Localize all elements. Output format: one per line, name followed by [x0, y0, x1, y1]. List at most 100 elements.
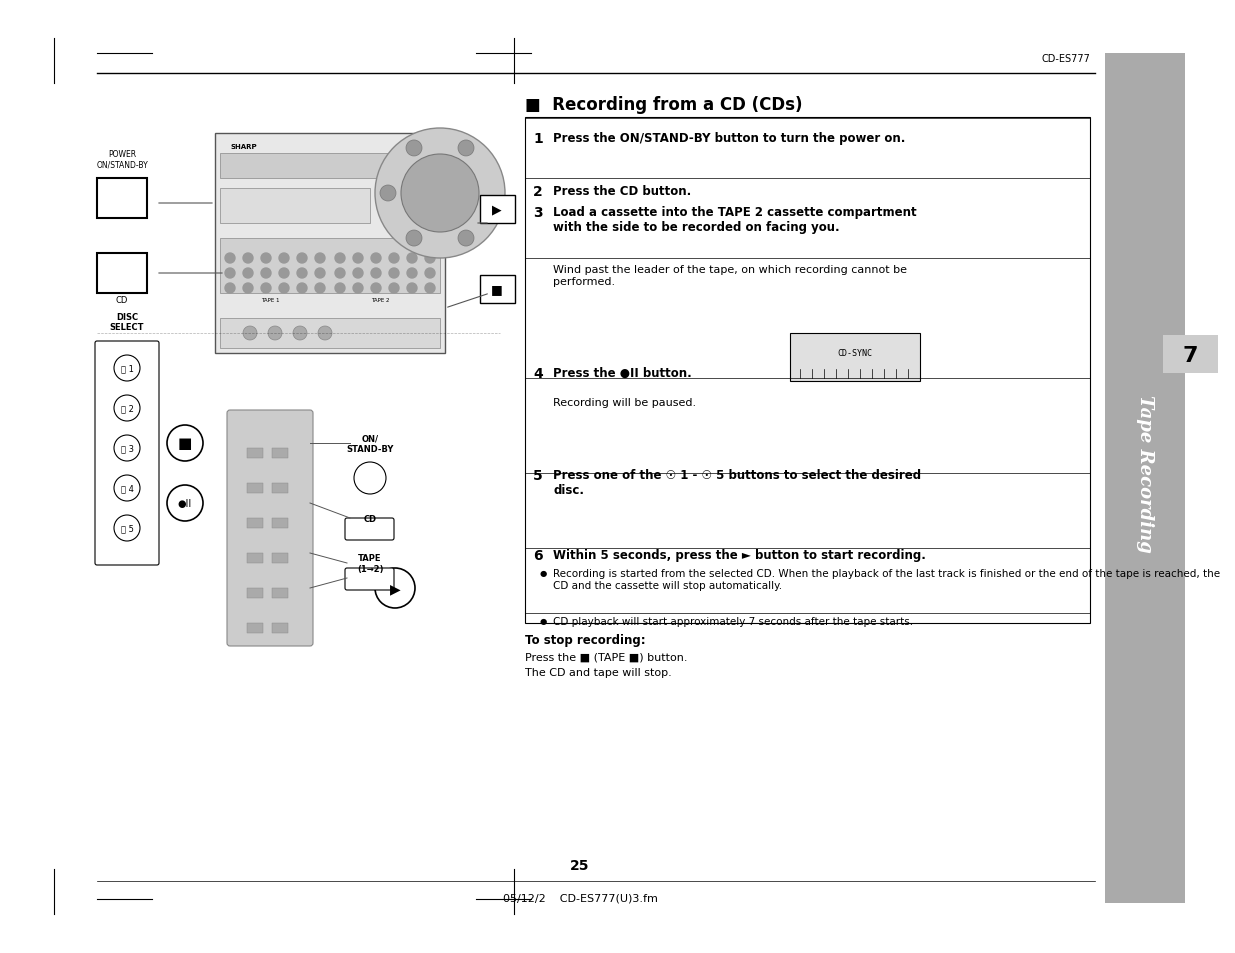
Circle shape — [389, 253, 399, 264]
Bar — [247, 518, 263, 529]
Circle shape — [296, 284, 308, 294]
Circle shape — [261, 284, 270, 294]
Circle shape — [114, 516, 140, 541]
Circle shape — [296, 253, 308, 264]
FancyBboxPatch shape — [227, 411, 312, 646]
Circle shape — [395, 193, 454, 253]
Circle shape — [315, 284, 325, 294]
Bar — [220, 318, 440, 349]
Text: Load a cassette into the TAPE 2 cassette compartment
with the side to be recorde: Load a cassette into the TAPE 2 cassette… — [553, 206, 916, 233]
Circle shape — [225, 269, 235, 278]
FancyBboxPatch shape — [345, 568, 394, 590]
Circle shape — [114, 395, 140, 421]
Bar — [272, 554, 288, 563]
Text: ▶: ▶ — [493, 203, 501, 216]
Text: 1: 1 — [534, 132, 542, 146]
Circle shape — [353, 284, 363, 294]
Circle shape — [389, 269, 399, 278]
Text: Press the ON/STAND-BY button to turn the power on.: Press the ON/STAND-BY button to turn the… — [553, 132, 905, 145]
Circle shape — [315, 269, 325, 278]
Circle shape — [296, 269, 308, 278]
Text: ⓘ 5: ⓘ 5 — [121, 524, 133, 533]
Circle shape — [353, 253, 363, 264]
Circle shape — [408, 284, 417, 294]
Text: Wind past the leader of the tape, on which recording cannot be
performed.: Wind past the leader of the tape, on whi… — [553, 265, 906, 286]
Text: 4: 4 — [534, 367, 542, 380]
Bar — [525, 118, 1091, 623]
Bar — [247, 623, 263, 634]
Text: ⓘ 4: ⓘ 4 — [121, 484, 133, 493]
Bar — [247, 483, 263, 494]
Text: CD-SYNC: CD-SYNC — [837, 348, 872, 357]
Text: ■: ■ — [492, 283, 503, 296]
Circle shape — [380, 186, 396, 202]
Text: Press the CD button.: Press the CD button. — [553, 185, 692, 198]
Circle shape — [335, 284, 345, 294]
Text: Press one of the ☉ 1 - ☉ 5 buttons to select the desired
disc.: Press one of the ☉ 1 - ☉ 5 buttons to se… — [553, 469, 921, 497]
Text: ●: ● — [540, 617, 547, 625]
Bar — [247, 588, 263, 598]
Text: ON/
STAND-BY: ON/ STAND-BY — [346, 434, 394, 454]
Circle shape — [279, 253, 289, 264]
Circle shape — [354, 462, 387, 495]
Circle shape — [261, 253, 270, 264]
Circle shape — [335, 269, 345, 278]
Circle shape — [425, 253, 435, 264]
Bar — [247, 449, 263, 458]
Bar — [1105, 54, 1186, 903]
Circle shape — [243, 284, 253, 294]
Text: POWER
ON/STAND-BY: POWER ON/STAND-BY — [96, 150, 148, 169]
Circle shape — [293, 327, 308, 340]
Text: TAPE
(1→2): TAPE (1→2) — [357, 554, 383, 573]
Text: ■  Recording from a CD (CDs): ■ Recording from a CD (CDs) — [525, 96, 803, 113]
Text: ⓘ 2: ⓘ 2 — [121, 404, 133, 413]
Bar — [220, 189, 370, 224]
FancyBboxPatch shape — [215, 133, 445, 354]
Text: DISC
SELECT: DISC SELECT — [110, 313, 144, 332]
Circle shape — [335, 253, 345, 264]
Circle shape — [279, 284, 289, 294]
Circle shape — [375, 129, 505, 258]
Circle shape — [317, 327, 332, 340]
Circle shape — [114, 436, 140, 461]
Circle shape — [401, 154, 479, 233]
Text: 7: 7 — [1182, 346, 1198, 366]
Circle shape — [243, 253, 253, 264]
Bar — [272, 588, 288, 598]
Circle shape — [375, 568, 415, 608]
Circle shape — [458, 231, 474, 247]
FancyBboxPatch shape — [95, 341, 159, 565]
Text: SHARP: SHARP — [230, 144, 257, 150]
Circle shape — [243, 269, 253, 278]
Circle shape — [370, 269, 382, 278]
Bar — [220, 153, 390, 179]
Circle shape — [114, 476, 140, 501]
Text: 6: 6 — [534, 548, 542, 562]
Circle shape — [315, 253, 325, 264]
Circle shape — [425, 269, 435, 278]
Bar — [247, 554, 263, 563]
Text: 25: 25 — [571, 858, 590, 872]
Text: CD-ES777: CD-ES777 — [1041, 54, 1091, 64]
Text: ⓘ 1: ⓘ 1 — [121, 364, 133, 374]
Text: ■: ■ — [178, 436, 193, 451]
Bar — [98, 179, 147, 219]
Text: ⓘ 3: ⓘ 3 — [121, 444, 133, 453]
Text: CD: CD — [116, 295, 128, 305]
Circle shape — [370, 253, 382, 264]
Circle shape — [353, 269, 363, 278]
Circle shape — [408, 253, 417, 264]
Circle shape — [114, 355, 140, 381]
Text: Tape Recording: Tape Recording — [1136, 395, 1153, 553]
Bar — [272, 623, 288, 634]
Circle shape — [243, 327, 257, 340]
Bar — [480, 195, 515, 224]
Text: CD playback will start approximately 7 seconds after the tape starts.: CD playback will start approximately 7 s… — [553, 617, 913, 626]
Bar — [220, 239, 440, 294]
Text: TAPE 1: TAPE 1 — [261, 297, 279, 303]
Bar — [480, 275, 515, 304]
Circle shape — [370, 284, 382, 294]
Text: 3: 3 — [534, 206, 542, 220]
Circle shape — [408, 206, 443, 242]
Circle shape — [268, 327, 282, 340]
